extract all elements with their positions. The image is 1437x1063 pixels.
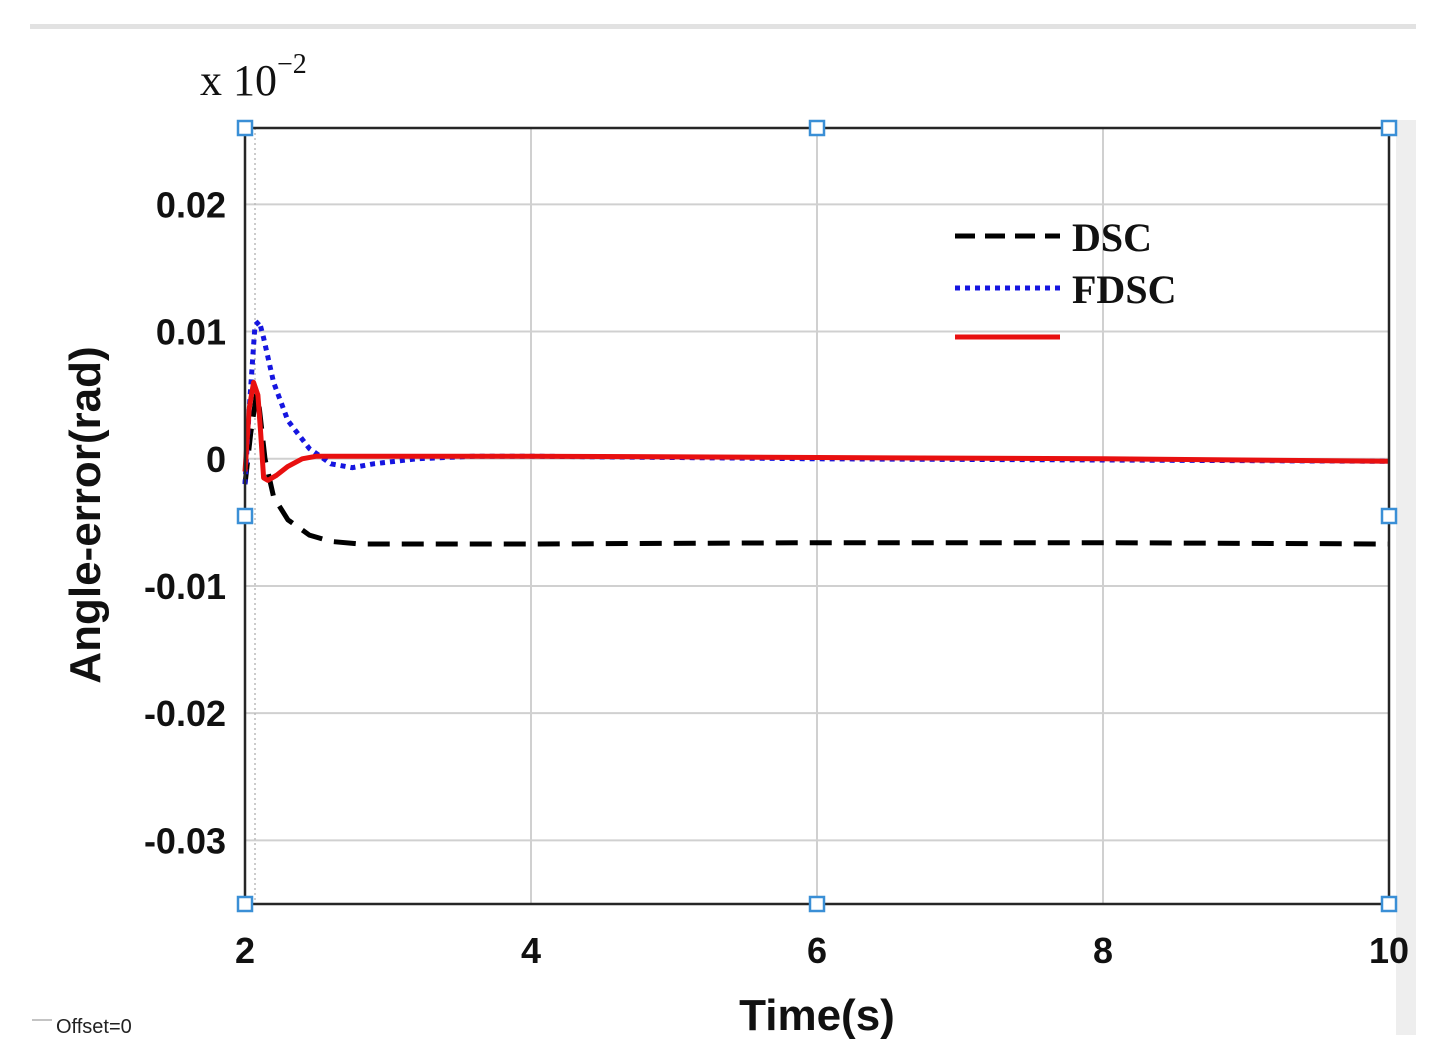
series-layer (242, 318, 1390, 547)
resize-handle[interactable] (1380, 119, 1398, 137)
resize-handle[interactable] (236, 507, 254, 525)
resize-handle[interactable] (236, 895, 254, 913)
series-line-third (242, 379, 1390, 483)
x-tick-label: 4 (521, 930, 541, 971)
y-tick-label: 0.01 (156, 312, 226, 353)
exponent-label: x 10−2 (200, 49, 307, 105)
right-edge-strip (1396, 120, 1416, 1035)
offset-label: Offset=0 (56, 1016, 132, 1038)
y-axis-title: Angle-error(rad) (61, 346, 110, 683)
resize-handle[interactable] (236, 119, 254, 137)
y-tick-labels: 0.02 0.01 0 -0.01 -0.02 -0.03 (144, 184, 226, 861)
x-tick-labels: 2 4 6 8 10 (235, 930, 1409, 971)
resize-handle[interactable] (1380, 895, 1398, 913)
resize-handle[interactable] (1380, 507, 1398, 525)
resize-handle[interactable] (808, 895, 826, 913)
selection-handles (236, 119, 1398, 913)
y-tick-label: -0.01 (144, 566, 226, 607)
resize-handle[interactable] (808, 119, 826, 137)
x-tick-label: 8 (1093, 930, 1113, 971)
y-tick-label: 0.02 (156, 184, 226, 225)
legend-label: FDSC (1072, 267, 1176, 312)
series-line-fdsc (242, 318, 1390, 485)
legend-label: DSC (1072, 215, 1152, 260)
y-tick-label: -0.03 (144, 820, 226, 861)
x-tick-label: 6 (807, 930, 827, 971)
grid (245, 128, 1389, 904)
y-tick-label: -0.02 (144, 693, 226, 734)
top-rule (30, 24, 1416, 29)
x-tick-label: 2 (235, 930, 255, 971)
x-tick-label: 10 (1369, 930, 1409, 971)
legend: DSC FDSC (955, 215, 1176, 340)
y-tick-label: 0 (206, 439, 226, 480)
x-axis-title: Time(s) (739, 991, 895, 1040)
